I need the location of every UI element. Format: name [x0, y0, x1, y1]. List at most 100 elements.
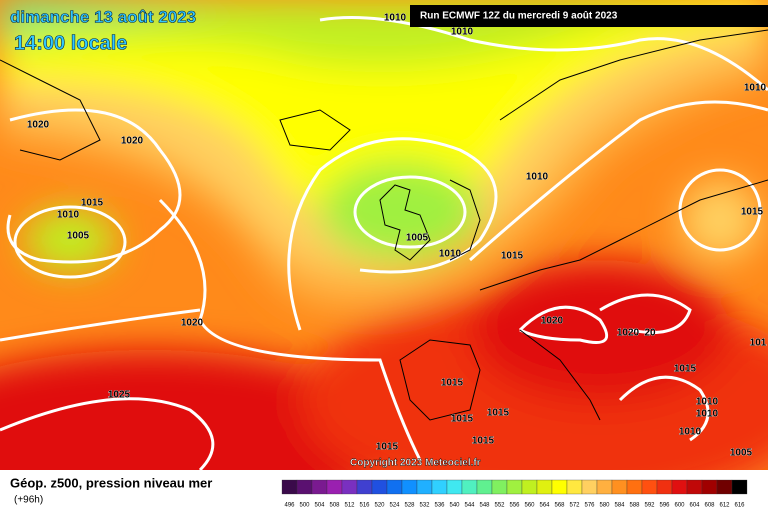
isobar-label: 1020 [27, 120, 50, 131]
isobar-label: 1010 [451, 27, 474, 38]
coastlines [0, 29, 768, 421]
isobar-label: 1010 [696, 397, 719, 408]
scale-label: 516 [359, 503, 370, 509]
scale-label: 600 [674, 503, 685, 509]
scale-label: 500 [299, 503, 310, 509]
isobar-label: 1015 [451, 414, 474, 425]
isobar-label: 1020 [617, 328, 640, 339]
scale-swatch [476, 479, 493, 495]
scale-swatch [416, 479, 433, 495]
scale-swatch [716, 479, 733, 495]
scale-label: 592 [644, 503, 655, 509]
isobar-label: 1010 [679, 427, 702, 438]
scale-label: 536 [434, 503, 445, 509]
time-title: 14:00 locale [14, 32, 127, 54]
scale-swatch [446, 479, 463, 495]
isobar-label: 20 [644, 328, 656, 339]
scale-swatch [386, 479, 403, 495]
scale-label: 564 [539, 503, 550, 509]
scale-swatch [656, 479, 673, 495]
isobar-label: 1015 [441, 378, 464, 389]
scale-label: 544 [464, 503, 475, 509]
scale-swatch [326, 479, 343, 495]
scale-swatch [641, 479, 658, 495]
scale-label: 508 [329, 503, 340, 509]
scale-label: 524 [389, 503, 400, 509]
scale-label: 512 [344, 503, 355, 509]
scale-label: 552 [494, 503, 505, 509]
isobar-label: 1015 [376, 442, 399, 453]
scale-label: 560 [524, 503, 535, 509]
scale-label: 612 [719, 503, 730, 509]
scale-swatch [521, 479, 538, 495]
scale-label: 608 [704, 503, 715, 509]
run-box [410, 5, 768, 27]
isobar-label: 1020 [541, 316, 564, 327]
isobar-label: 1015 [487, 408, 510, 419]
isobar-label: 1010 [439, 249, 462, 260]
legend-lead: (+96h) [14, 495, 43, 506]
scale-swatch [281, 479, 298, 495]
isobar-label: 1015 [472, 436, 495, 447]
scale-swatch [626, 479, 643, 495]
scale-label: 532 [419, 503, 430, 509]
scale-swatch [371, 479, 388, 495]
scale-label: 556 [509, 503, 520, 509]
isobar-label: 1020 [121, 136, 144, 147]
scale-swatch [596, 479, 613, 495]
scale-label: 540 [449, 503, 460, 509]
scale-swatch [431, 479, 448, 495]
isobar-label: 1010 [57, 210, 80, 221]
isobar-label: 1015 [741, 207, 764, 218]
scale-swatch [341, 479, 358, 495]
isobar-label: 1005 [730, 448, 753, 459]
isobar-label: 1005 [67, 231, 90, 242]
scale-swatch [401, 479, 418, 495]
isobar-label: 1005 [406, 233, 429, 244]
scale-swatch [671, 479, 688, 495]
scale-swatch [506, 479, 523, 495]
scale-label: 568 [554, 503, 565, 509]
isobar-label: 1015 [81, 198, 104, 209]
scale-label: 576 [584, 503, 595, 509]
scale-swatch [686, 479, 703, 495]
scale-label: 528 [404, 503, 415, 509]
scale-swatch [461, 479, 478, 495]
scale-swatch [551, 479, 568, 495]
scale-label: 548 [479, 503, 490, 509]
scale-swatch [491, 479, 508, 495]
scale-swatch [311, 479, 328, 495]
scale-swatch [611, 479, 628, 495]
scale-label: 572 [569, 503, 580, 509]
scale-label: 596 [659, 503, 670, 509]
scale-swatch [356, 479, 373, 495]
scale-label: 496 [284, 503, 295, 509]
scale-label: 504 [314, 503, 325, 509]
color-scale: 496 500 504 508 512 516 520 524 528 532 536 540 544 5… [281, 479, 748, 509]
legend-title: Géop. z500, pression niveau mer [10, 475, 212, 490]
isobar-label: 1015 [674, 364, 697, 375]
date-title: dimanche 13 août 2023 [10, 7, 196, 26]
isobar-lines [0, 16, 768, 470]
scale-label: 616 [734, 503, 745, 509]
isobar-label: 1010 [696, 409, 719, 420]
isobar-label: 1010 [744, 83, 767, 94]
scale-label: 584 [614, 503, 625, 509]
isobar-label: 1010 [384, 13, 407, 24]
scale-swatch [581, 479, 598, 495]
isobar-label: 1020 [181, 318, 204, 329]
scale-label: 604 [689, 503, 700, 509]
scale-swatch [701, 479, 718, 495]
copyright: Copyright 2023 Meteociel.fr [350, 458, 481, 469]
isobar-label: 1015 [501, 251, 524, 262]
scale-label: 588 [629, 503, 640, 509]
scale-label: 580 [599, 503, 610, 509]
scale-swatch [731, 479, 748, 495]
scale-swatch [296, 479, 313, 495]
run-info: Run ECMWF 12Z du mercredi 9 août 2023 [420, 11, 618, 22]
isobar-label: 1010 [526, 172, 549, 183]
isobar-label: 1025 [108, 390, 131, 401]
